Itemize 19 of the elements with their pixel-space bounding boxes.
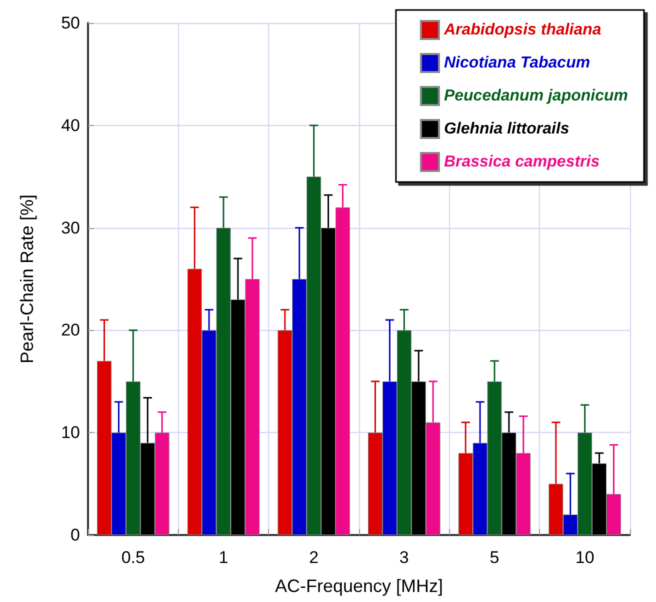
y-tick-label: 0 <box>70 526 80 544</box>
x-tick-label: 2 <box>309 548 319 567</box>
x-tick-label: 3 <box>399 548 409 567</box>
x-tick-label: 5 <box>490 548 500 567</box>
x-axis-title: AC-Frequency [MHz] <box>274 576 444 596</box>
legend-label: Nicotiana Tabacum <box>444 54 590 72</box>
y-axis-title: Pearl-Chain Rate [%] <box>17 194 37 364</box>
legend-label: Brassica campestris <box>444 154 600 170</box>
legend-label: Arabidopsis thaliana <box>442 22 602 38</box>
y-tick-label: 40 <box>61 116 80 135</box>
y-tick-label: 20 <box>61 320 80 340</box>
x-tick-label: 0.5 <box>121 548 145 567</box>
y-tick-label: 50 <box>61 14 80 32</box>
legend-label: Glehnia littorails <box>444 120 570 138</box>
x-tick-label: 10 <box>575 548 594 567</box>
y-tick-label: 30 <box>61 218 80 238</box>
x-tick-label: 1 <box>218 548 228 567</box>
legend-label: Peucedanum japonicum <box>444 88 628 104</box>
y-tick-label: 10 <box>61 423 80 442</box>
